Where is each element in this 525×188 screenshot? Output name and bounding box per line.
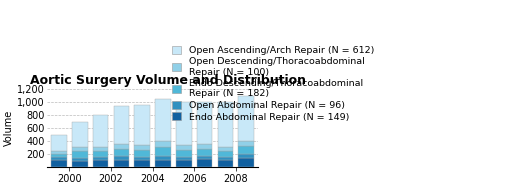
Bar xyxy=(113,160,129,167)
Bar xyxy=(238,154,254,158)
Bar xyxy=(155,160,171,167)
Bar xyxy=(176,145,192,150)
Bar xyxy=(238,158,254,167)
Bar xyxy=(218,147,233,151)
Bar xyxy=(113,149,129,156)
Bar xyxy=(197,156,213,159)
Bar xyxy=(218,160,233,167)
Bar xyxy=(218,157,233,160)
Bar xyxy=(218,102,233,147)
Bar xyxy=(155,141,171,147)
Bar xyxy=(72,147,88,151)
Bar xyxy=(93,115,108,147)
Bar xyxy=(134,157,150,160)
Bar xyxy=(72,151,88,158)
Bar xyxy=(113,156,129,160)
Bar xyxy=(93,160,108,167)
Bar xyxy=(93,151,108,157)
Bar xyxy=(176,160,192,167)
Bar xyxy=(113,106,129,144)
Bar xyxy=(197,149,213,156)
Bar xyxy=(51,160,67,167)
Bar xyxy=(134,160,150,167)
Bar xyxy=(51,157,67,160)
Bar xyxy=(238,96,254,141)
Bar xyxy=(218,151,233,157)
Bar xyxy=(134,145,150,150)
Bar xyxy=(155,147,171,155)
Bar xyxy=(51,135,67,151)
Bar xyxy=(72,158,88,161)
Bar xyxy=(113,144,129,149)
Bar xyxy=(134,105,150,145)
Bar xyxy=(238,146,254,154)
Bar xyxy=(93,147,108,151)
Bar xyxy=(176,157,192,160)
Bar xyxy=(134,150,150,157)
Bar xyxy=(238,141,254,146)
Bar xyxy=(72,161,88,167)
Y-axis label: Volume: Volume xyxy=(4,110,14,146)
Bar xyxy=(155,99,171,141)
Legend: Open Ascending/Arch Repair (N = 612), Open Descending/Thoracoabdominal
Repair (N: Open Ascending/Arch Repair (N = 612), Op… xyxy=(172,46,374,121)
Bar xyxy=(197,144,213,149)
Bar xyxy=(155,155,171,160)
Bar xyxy=(51,151,67,154)
Bar xyxy=(93,157,108,160)
Bar xyxy=(197,102,213,144)
Text: Aortic Surgery Volume and Distribution: Aortic Surgery Volume and Distribution xyxy=(29,74,306,87)
Bar xyxy=(176,102,192,145)
Bar xyxy=(72,122,88,147)
Bar xyxy=(197,159,213,167)
Bar xyxy=(176,150,192,157)
Bar xyxy=(51,154,67,157)
